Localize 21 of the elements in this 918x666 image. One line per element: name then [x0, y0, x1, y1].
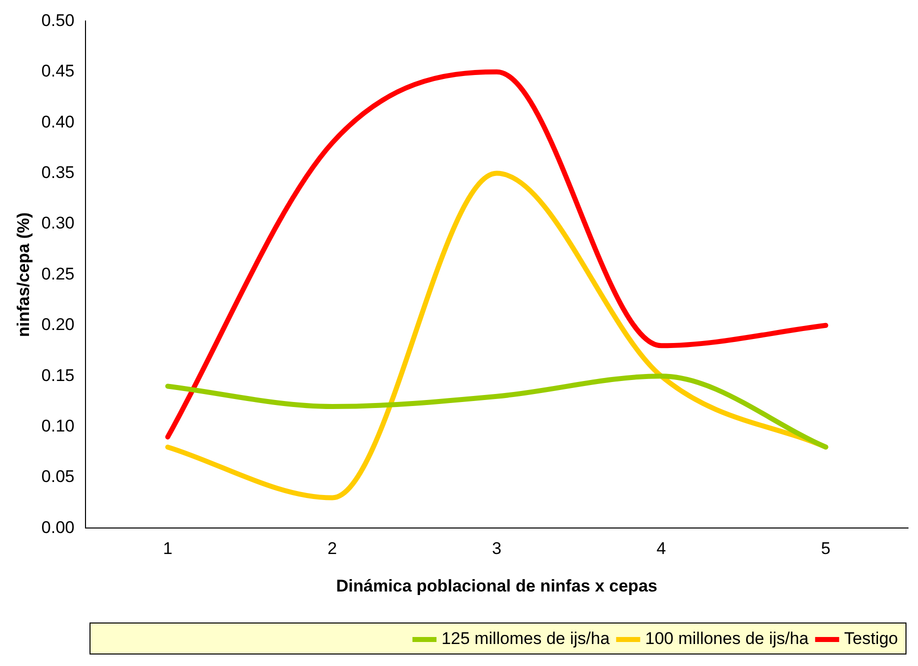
y-tick-label: 0.20 [41, 315, 74, 334]
y-tick-label: 0.25 [41, 264, 74, 284]
y-tick-label: 0.05 [41, 467, 74, 486]
x-tick-label: 1 [163, 539, 172, 558]
x-axis-title: Dinámica poblacional de ninfas x cepas [336, 576, 658, 596]
y-tick-label: 0.45 [41, 62, 74, 81]
x-tick-label: 3 [492, 539, 502, 558]
x-tick-label: 4 [656, 539, 666, 558]
legend-label: Testigo [844, 629, 898, 648]
y-tick-label: 0.10 [41, 416, 74, 436]
y-tick-label: 0.40 [41, 112, 74, 132]
y-tick-label: 0.50 [41, 10, 74, 30]
x-tick-label: 5 [821, 539, 830, 558]
y-tick-label: 0.00 [41, 518, 74, 537]
y-tick-label: 0.15 [41, 366, 74, 385]
legend-label: 125 millomes de ijs/ha [441, 629, 610, 648]
legend-label: 100 millones de ijs/ha [645, 629, 810, 648]
y-tick-label: 0.30 [41, 214, 74, 233]
x-tick-label: 2 [328, 539, 337, 558]
y-tick-label: 0.35 [41, 162, 74, 182]
y-axis-title: ninfas/cepa (%) [14, 212, 33, 338]
